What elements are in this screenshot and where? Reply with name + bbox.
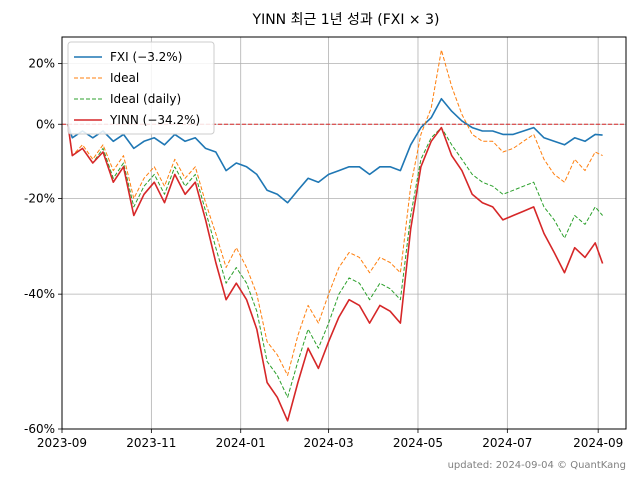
x-axis-ticks: 2023-09 2023-11 2024-01 2024-03 2024-05 2024-…: [37, 429, 623, 450]
plot-frame: [61, 36, 627, 430]
chart-title: YINN 최근 1년 성과 (FXI × 3): [252, 12, 440, 28]
legend-label: FXI (−3.2%): [110, 50, 182, 64]
y-tick-label: -20%: [24, 191, 55, 205]
series-line-3: [67, 124, 604, 422]
y-tick-label: 0%: [36, 117, 55, 131]
x-tick-label: 2024-03: [304, 436, 354, 450]
x-tick-label: 2024-07: [482, 436, 532, 450]
y-tick-label: -60%: [24, 422, 55, 436]
legend-label: YINN (−34.2%): [109, 113, 200, 127]
footer-credit: updated: 2024-09-04 © QuantKang: [448, 460, 626, 471]
x-tick-label: 2024-01: [216, 436, 266, 450]
legend-box: [67, 41, 215, 135]
series-layer: [67, 49, 604, 422]
series-line-1: [67, 49, 603, 376]
legend-label: Ideal: [110, 71, 139, 85]
x-tick-label: 2023-09: [37, 436, 87, 450]
y-tick-label: 20%: [28, 57, 55, 71]
x-tick-label: 2024-05: [393, 436, 443, 450]
series-line-2: [67, 124, 603, 398]
x-tick-label: 2024-09: [573, 436, 623, 450]
series-line-0: [67, 97, 603, 204]
x-tick-label: 2023-11: [126, 436, 176, 450]
y-axis-ticks: 20% 0% -20% -40% -60%: [24, 57, 62, 436]
y-tick-label: -40%: [24, 287, 55, 301]
legend-label: Ideal (daily): [110, 92, 181, 106]
legend: FXI (−3.2%) Ideal Ideal (daily) YINN (−34.2…: [67, 41, 215, 135]
